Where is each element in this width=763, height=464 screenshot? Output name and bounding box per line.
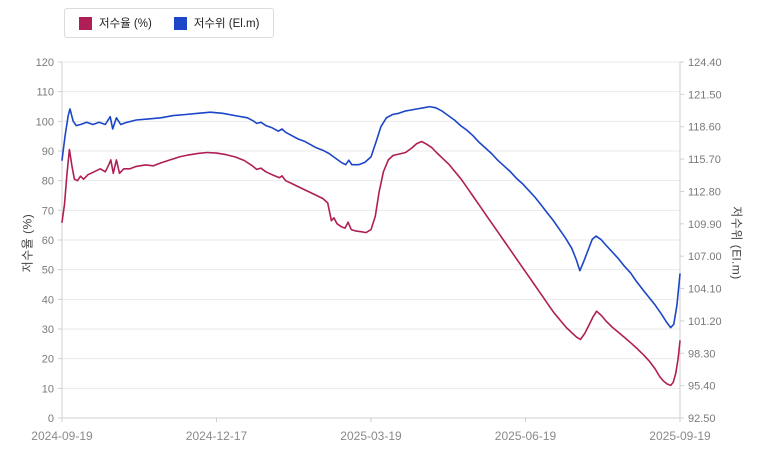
svg-text:104.10: 104.10 — [688, 284, 722, 296]
water-level-swatch — [173, 16, 187, 30]
legend-item-storage-rate[interactable]: 저수율 (%) — [79, 15, 152, 31]
svg-text:10: 10 — [42, 383, 54, 395]
svg-text:20: 20 — [42, 354, 54, 366]
svg-text:124.40: 124.40 — [688, 57, 722, 69]
svg-text:115.70: 115.70 — [688, 154, 721, 166]
svg-text:118.60: 118.60 — [688, 122, 721, 134]
legend-label-water-level: 저수위 (El.m) — [193, 18, 260, 30]
svg-text:50: 50 — [42, 265, 54, 277]
svg-text:2025-06-19: 2025-06-19 — [495, 429, 557, 443]
legend-label-storage-rate: 저수율 (%) — [99, 18, 152, 30]
svg-text:2025-03-19: 2025-03-19 — [340, 429, 402, 443]
svg-text:80: 80 — [42, 176, 54, 188]
svg-text:92.50: 92.50 — [688, 413, 716, 425]
svg-text:110: 110 — [36, 87, 54, 99]
svg-text:121.50: 121.50 — [688, 89, 722, 101]
svg-text:2024-12-17: 2024-12-17 — [186, 429, 248, 443]
svg-text:120: 120 — [36, 57, 54, 69]
svg-text:90: 90 — [42, 146, 54, 158]
svg-text:109.90: 109.90 — [688, 219, 722, 231]
storage-rate-swatch — [79, 16, 92, 30]
svg-text:30: 30 — [42, 324, 54, 336]
svg-text:100: 100 — [36, 116, 54, 128]
svg-text:98.30: 98.30 — [688, 348, 716, 360]
chart-legend: 저수율 (%) 저수위 (El.m) — [64, 8, 275, 38]
svg-text:2025-09-19: 2025-09-19 — [649, 429, 711, 443]
svg-text:0: 0 — [48, 413, 54, 425]
legend-item-water-level[interactable]: 저수위 (El.m) — [173, 15, 260, 31]
svg-text:107.00: 107.00 — [688, 251, 722, 263]
svg-text:112.80: 112.80 — [688, 186, 721, 198]
left-axis-title: 저수율 (%) — [20, 213, 35, 273]
svg-text:60: 60 — [42, 235, 54, 247]
right-axis-title: 저수위 (El.m) — [729, 206, 744, 280]
svg-text:95.40: 95.40 — [688, 381, 716, 393]
svg-text:40: 40 — [42, 294, 54, 306]
svg-text:101.20: 101.20 — [688, 316, 722, 328]
svg-text:2024-09-19: 2024-09-19 — [31, 429, 93, 443]
svg-text:70: 70 — [42, 205, 54, 217]
